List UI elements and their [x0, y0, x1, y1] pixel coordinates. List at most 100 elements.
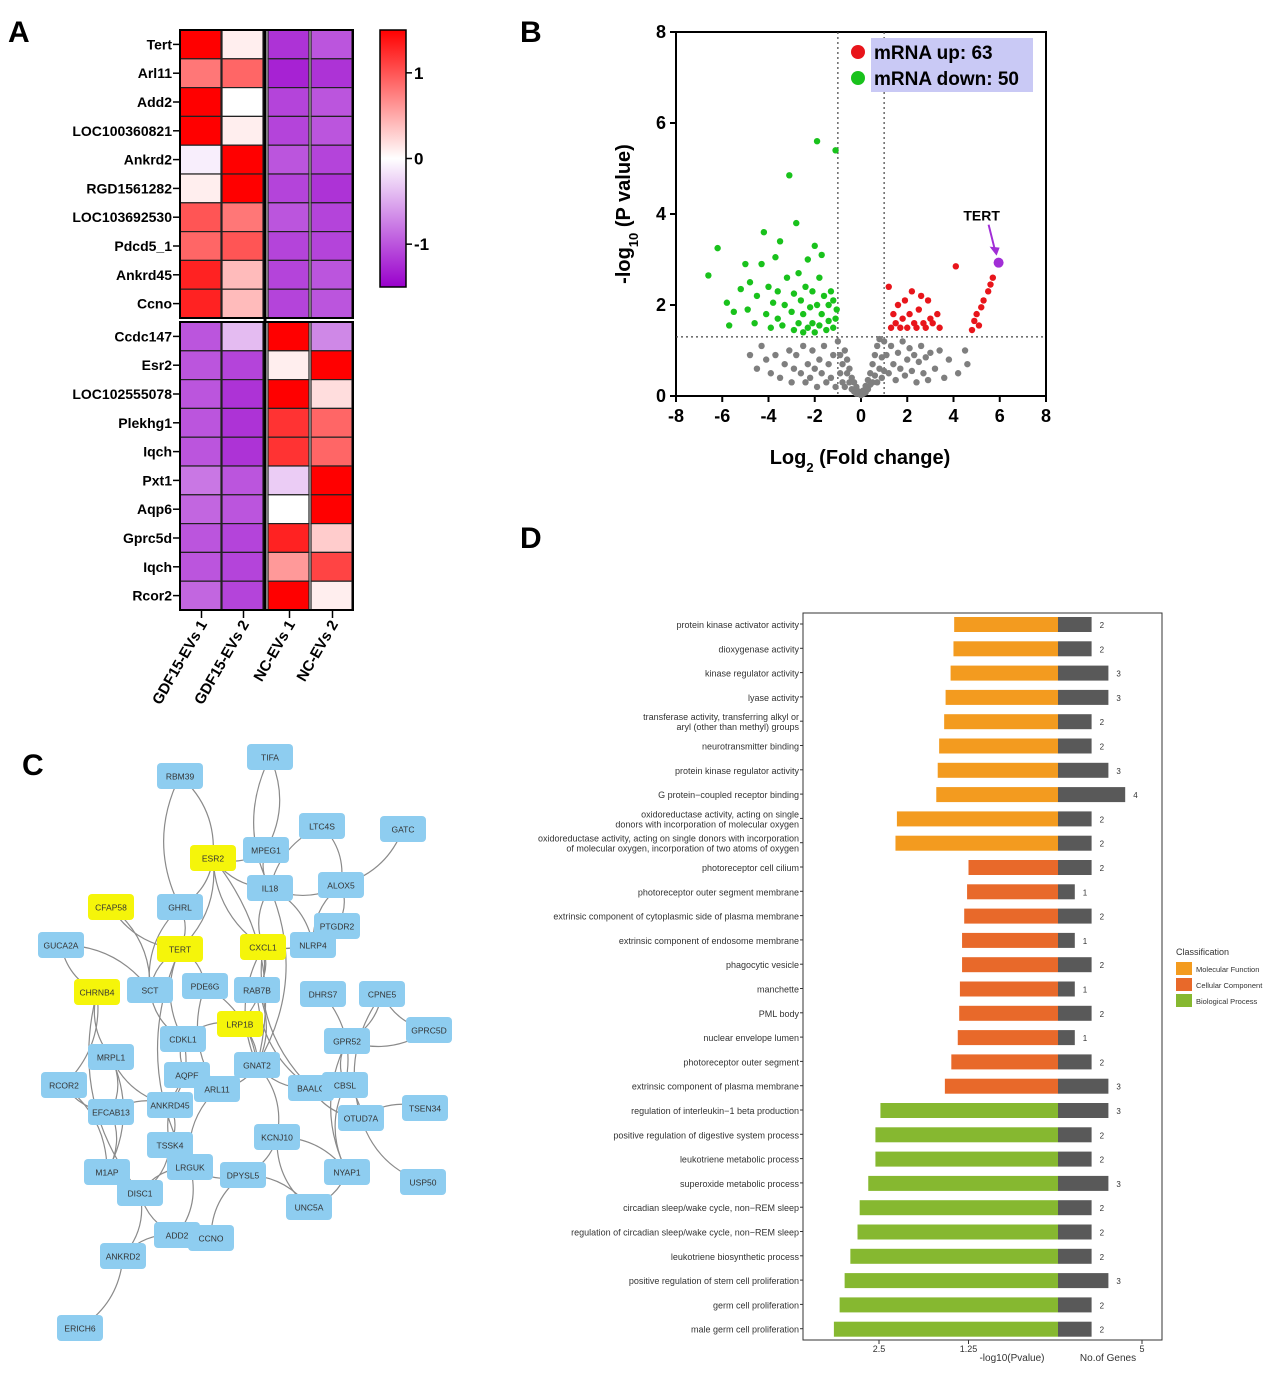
down-point — [762, 310, 770, 318]
down-point — [813, 301, 821, 309]
network-node — [380, 816, 426, 842]
heatmap-row-label: Add2 — [137, 94, 172, 110]
y-axis-label-rest: (P value) — [613, 144, 635, 233]
term-label: lyase activity — [748, 693, 800, 703]
network-node — [160, 1026, 206, 1052]
gene-count-bar — [1058, 787, 1126, 803]
heatmap-cell — [310, 350, 353, 381]
down-point — [830, 324, 837, 331]
down-point — [772, 254, 779, 261]
down-point — [769, 299, 777, 306]
heatmap-cell — [310, 115, 353, 146]
down-point — [705, 272, 712, 279]
heatmap-cell — [179, 494, 222, 525]
pvalue-bar — [896, 811, 1058, 827]
ns-point — [841, 347, 849, 354]
network-edge — [256, 887, 287, 1066]
ns-point — [936, 347, 943, 354]
heatmap-col-label: NC-EVs 2 — [293, 618, 341, 685]
pvalue-bar — [950, 665, 1058, 681]
down-point — [795, 269, 802, 277]
x-axis-label: Log2 (Fold change) — [770, 447, 951, 475]
go-x-axis-label: -log10(Pvalue) — [979, 1353, 1044, 1364]
ns-point — [890, 360, 897, 368]
down-point — [793, 219, 800, 227]
down-point — [790, 290, 798, 297]
network-edge — [63, 991, 99, 1086]
ns-point — [917, 342, 925, 350]
down-point — [816, 322, 823, 329]
tert-label: TERT — [963, 208, 1000, 224]
heatmap-row-label: Aqp6 — [137, 501, 172, 517]
ns-point — [869, 379, 876, 386]
x-tick-label: -6 — [714, 406, 730, 426]
network-node — [188, 1225, 234, 1251]
network-edge — [265, 756, 281, 851]
colorbar — [379, 29, 407, 288]
heatmap-row-label: Ccno — [137, 296, 172, 312]
heatmap-cell — [221, 551, 264, 582]
x-tick-label: 4 — [948, 406, 958, 426]
term-label: photoreceptor outer segment membrane — [638, 887, 799, 897]
up-point — [989, 274, 997, 281]
ns-point — [873, 379, 881, 386]
y-tick-label: 2 — [656, 295, 666, 315]
network-node — [147, 1132, 193, 1158]
gene-count-label: 1 — [1083, 888, 1088, 897]
gene-count-label: 3 — [1116, 1083, 1121, 1092]
network-node — [234, 977, 280, 1003]
up-point — [901, 297, 909, 304]
down-point — [746, 279, 754, 286]
ns-point — [772, 351, 779, 359]
x-tick-label: -2 — [807, 406, 823, 426]
network-edge — [330, 1040, 348, 1173]
network-node-label: UNC5A — [295, 1203, 324, 1213]
network-edge — [63, 1084, 108, 1173]
panel-letter-a: A — [8, 16, 30, 49]
ns-point — [878, 374, 886, 381]
go-legend-swatch — [1176, 994, 1192, 1007]
ns-point — [823, 379, 830, 386]
ns-point — [758, 342, 765, 350]
network-node-label: SCT — [142, 986, 159, 996]
network-node-label: ERICH6 — [64, 1324, 95, 1334]
go-legend-title: Classification — [1176, 947, 1229, 957]
term-label: circadian sleep/wake cycle, non−REM slee… — [623, 1203, 799, 1213]
gene-count-bar — [1058, 1054, 1092, 1070]
legend-label: mRNA down: 50 — [874, 69, 1019, 90]
heatmap-cell — [221, 259, 264, 290]
up-point — [904, 324, 911, 331]
heatmap-cell — [310, 580, 353, 611]
x-tick-label: -8 — [668, 406, 684, 426]
network-node — [190, 845, 236, 871]
pvalue-bar — [833, 1321, 1058, 1337]
network-node-label: DHRS7 — [309, 990, 338, 1000]
gene-count-bar — [1058, 1030, 1075, 1046]
network-node — [247, 875, 293, 901]
ns-point — [910, 351, 918, 359]
heatmap-cell — [179, 551, 222, 582]
gene-count-bar — [1058, 1151, 1092, 1167]
up-point — [973, 310, 980, 318]
term-label: extrinsic component of cytoplasmic side … — [553, 912, 799, 922]
down-point — [742, 260, 749, 268]
ns-point — [915, 358, 923, 366]
y-axis-label: -log10 (P value) — [613, 144, 641, 284]
heatmap-row-label: Ankrd2 — [124, 152, 172, 168]
ns-point — [846, 365, 853, 372]
heatmap-cell — [221, 580, 264, 611]
heatmap-cell — [179, 259, 222, 290]
network-node — [243, 837, 289, 863]
network-node — [290, 932, 336, 958]
network-node — [240, 934, 286, 960]
network-node-label: DPYSL5 — [227, 1171, 260, 1181]
term-label: extrinsic component of endosome membrane — [619, 936, 799, 946]
down-point — [776, 238, 784, 245]
pvalue-bar — [964, 908, 1058, 924]
ns-point — [804, 360, 812, 368]
ns-point — [797, 370, 805, 377]
network-node — [127, 977, 173, 1003]
colorbar-tick-label: -1 — [414, 235, 429, 254]
down-point — [760, 229, 768, 236]
x-tick-label: 0 — [856, 406, 866, 426]
